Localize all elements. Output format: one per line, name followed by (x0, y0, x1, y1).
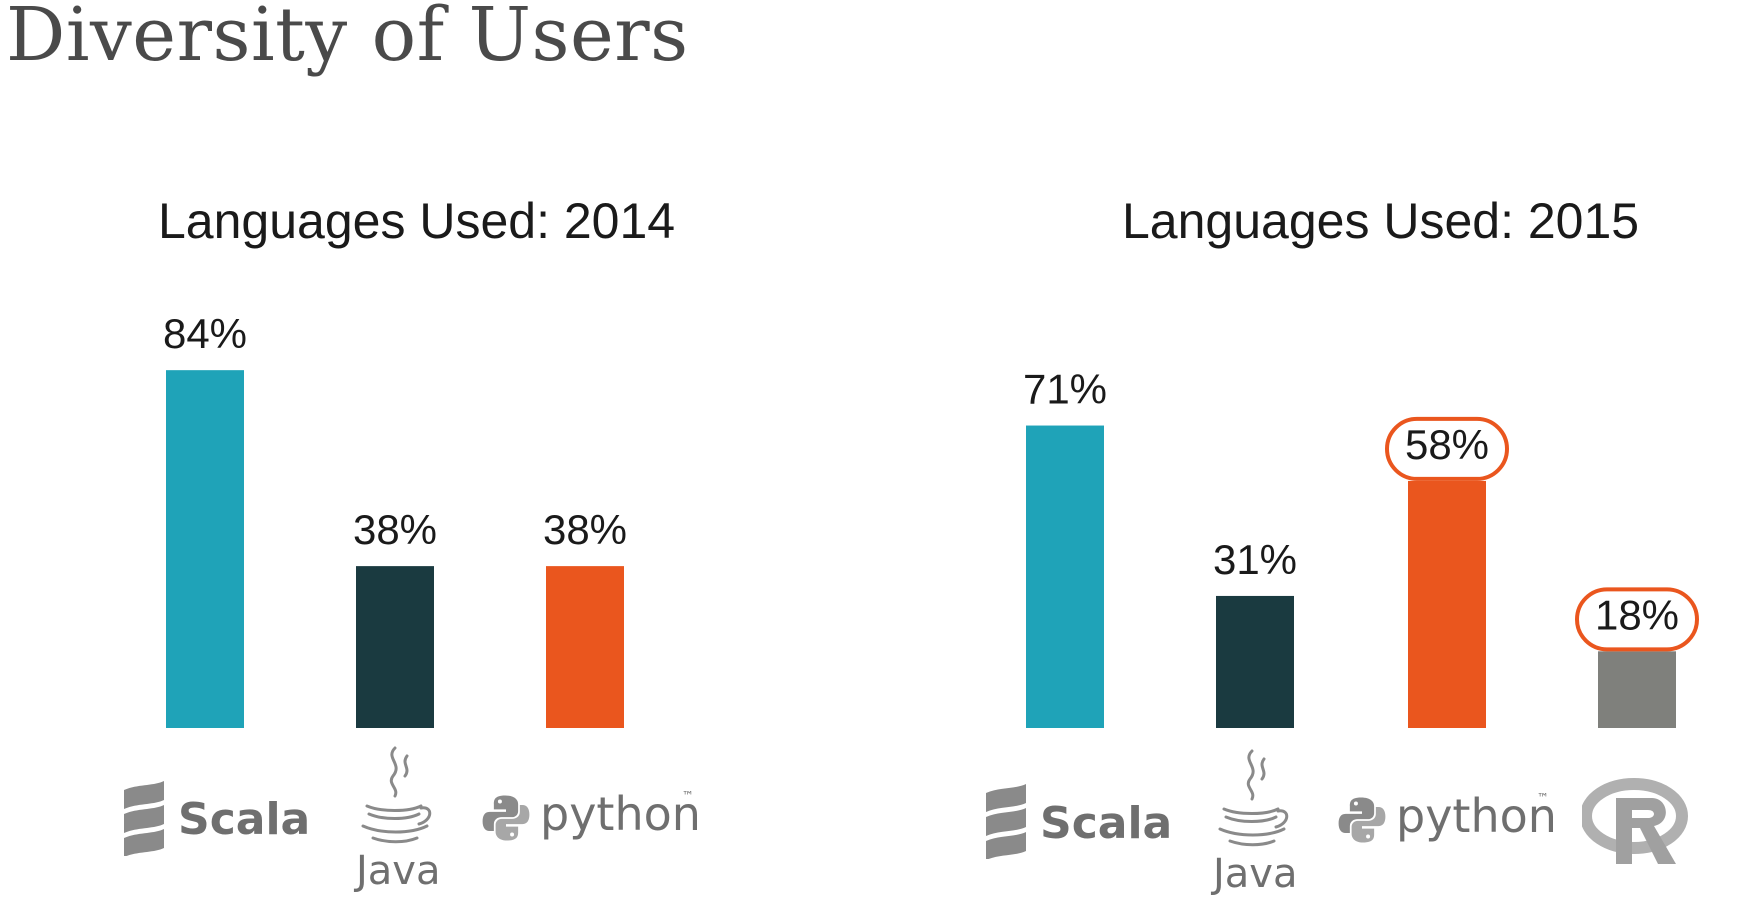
data-label-java: 31% (1213, 536, 1297, 583)
python-logo-text: python (1396, 789, 1557, 843)
highlight-ring-r (1575, 587, 1699, 652)
python-trademark: ™ (682, 789, 694, 803)
chart-2014: 84% 38% 38% (163, 310, 627, 728)
python-trademark: ™ (1537, 791, 1549, 805)
python-logo-icon (482, 795, 530, 841)
logo-java-2015: Java (1210, 749, 1298, 897)
bar-python (546, 566, 624, 728)
scala-logo-icon (986, 784, 1026, 859)
chart-title-2015: Languages Used: 2015 (1122, 193, 1640, 249)
data-label-java: 38% (353, 506, 437, 553)
chart-title-2014: Languages Used: 2014 (158, 193, 676, 249)
scala-logo-icon (124, 781, 164, 856)
python-logo-icon (1338, 797, 1386, 843)
bar-python (1408, 480, 1486, 728)
java-logo-text: Java (1210, 851, 1298, 897)
data-label-python: 38% (543, 506, 627, 553)
scala-logo-text: Scala (178, 794, 310, 845)
bar-r (1598, 651, 1676, 728)
logo-python-2015: python ™ (1338, 789, 1557, 843)
python-logo-text: python (540, 787, 701, 841)
chart-2015: 71% 31% 58% 18% (1023, 366, 1699, 728)
scala-logo-text: Scala (1040, 798, 1172, 849)
page-title: Diversity of Users (6, 0, 689, 78)
bar-scala (1026, 425, 1104, 728)
r-logo-icon (1586, 784, 1682, 864)
bar-java (1216, 595, 1294, 728)
data-label-r: 18% (1595, 591, 1679, 638)
data-label-scala: 71% (1023, 366, 1107, 413)
data-label-scala: 84% (163, 310, 247, 357)
java-cup-icon (361, 746, 432, 844)
bar-java (356, 566, 434, 728)
highlight-ring-python (1385, 416, 1509, 481)
logo-r-2015 (1586, 784, 1682, 864)
java-logo-text: Java (353, 848, 441, 894)
java-cup-icon (1218, 749, 1289, 847)
bar-scala (166, 370, 244, 728)
logo-scala-2014: Scala (124, 781, 310, 856)
logo-scala-2015: Scala (986, 784, 1172, 859)
data-label-python: 58% (1405, 421, 1489, 468)
logo-java-2014: Java (353, 746, 441, 894)
logo-python-2014: python ™ (482, 787, 701, 841)
